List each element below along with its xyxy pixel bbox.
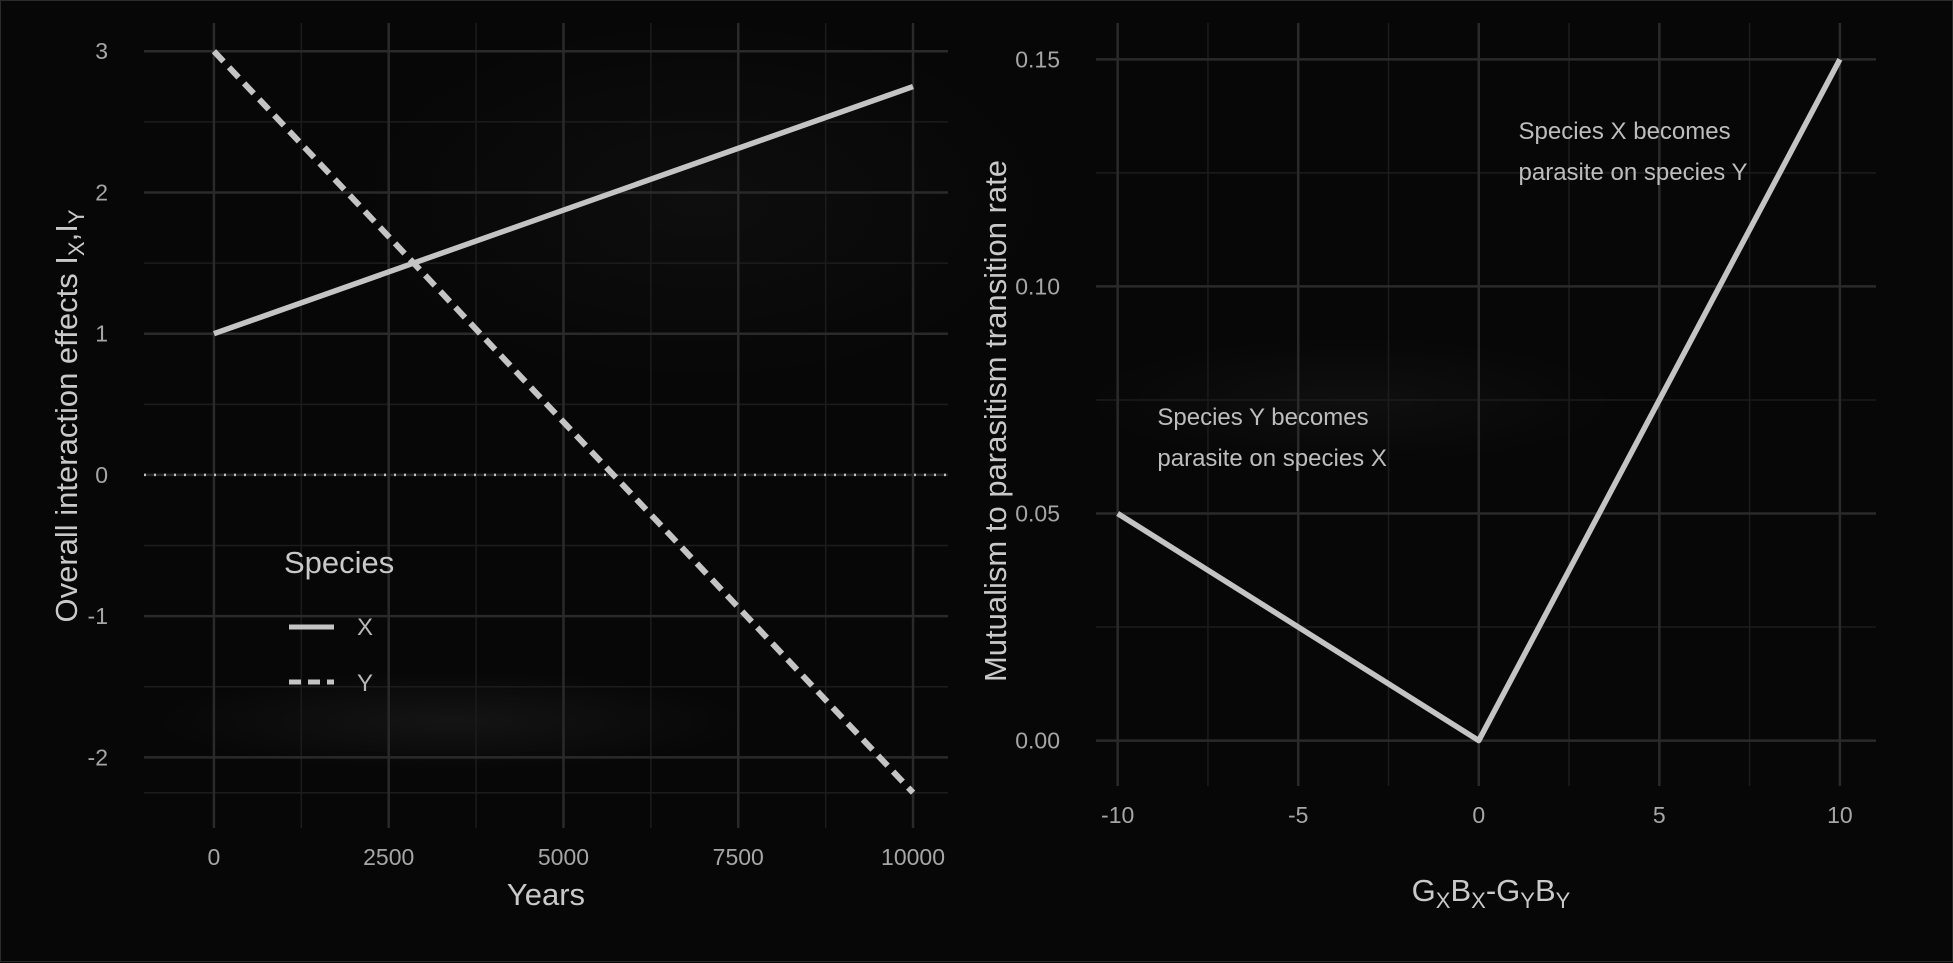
left-x-axis-title: Years <box>507 877 585 912</box>
right-series <box>1116 58 1843 744</box>
y-tick-label: 0.15 <box>1015 46 1060 72</box>
legend-title: Species <box>284 545 394 580</box>
left-y-tick-labels: -2 -1 0 1 2 3 <box>88 38 108 770</box>
left-y-axis-title: Overall interaction effects IX,IY <box>49 209 89 622</box>
x-tick-label: 5000 <box>538 844 589 870</box>
x-tick-label: -5 <box>1288 802 1308 828</box>
series-line-0 <box>1116 58 1843 744</box>
annotation-text: parasite on species X <box>1157 445 1386 472</box>
x-tick-label: 10 <box>1827 802 1853 828</box>
legend: Species X Y <box>284 545 394 697</box>
x-tick-label: 0 <box>1472 802 1485 828</box>
x-tick-label: 7500 <box>713 844 764 870</box>
right-x-axis-title: GXBX-GYBY <box>1412 873 1571 913</box>
x-tick-label: 10000 <box>881 844 945 870</box>
y-tick-label: 3 <box>95 38 108 64</box>
y-tick-label: 1 <box>95 321 108 347</box>
y-tick-label: 0.05 <box>1015 501 1060 527</box>
y-tick-label: -1 <box>88 603 108 629</box>
y-tick-label: 2 <box>95 179 108 205</box>
annotation-text: Species Y becomes <box>1157 404 1368 431</box>
x-tick-label: -10 <box>1101 802 1134 828</box>
left-series <box>211 49 916 795</box>
legend-label-y: Y <box>357 670 373 697</box>
y-tick-label: 0.00 <box>1015 728 1060 754</box>
right-annotations: Species Y becomes parasite on species X Sp… <box>1157 118 1747 472</box>
x-tick-label: 5 <box>1653 802 1666 828</box>
y-tick-label: -2 <box>88 744 108 770</box>
annotation-text: parasite on species Y <box>1519 159 1748 186</box>
left-panel: 0 2500 5000 7500 10000 -2 -1 0 1 2 3 Years Overal… <box>49 23 948 912</box>
series-line-y <box>211 49 916 795</box>
x-tick-label: 0 <box>208 844 221 870</box>
right-grid <box>1096 23 1876 786</box>
y-tick-label: 0 <box>95 462 108 488</box>
x-tick-label: 2500 <box>363 844 414 870</box>
left-x-tick-labels: 0 2500 5000 7500 10000 <box>208 844 946 870</box>
right-panel: -10 -5 0 5 10 0.00 0.05 0.10 0.15 Species Y bec… <box>978 23 1876 913</box>
left-grid <box>144 23 948 828</box>
y-tick-label: 0.10 <box>1015 273 1060 299</box>
right-y-tick-labels: 0.00 0.05 0.10 0.15 <box>1015 46 1060 753</box>
legend-label-x: X <box>357 614 373 641</box>
right-x-tick-labels: -10 -5 0 5 10 <box>1101 802 1853 828</box>
annotation-text: Species X becomes <box>1519 118 1731 145</box>
series-line-x <box>212 83 914 337</box>
right-y-axis-title: Mutualism to parasitism transition rate <box>978 160 1013 682</box>
